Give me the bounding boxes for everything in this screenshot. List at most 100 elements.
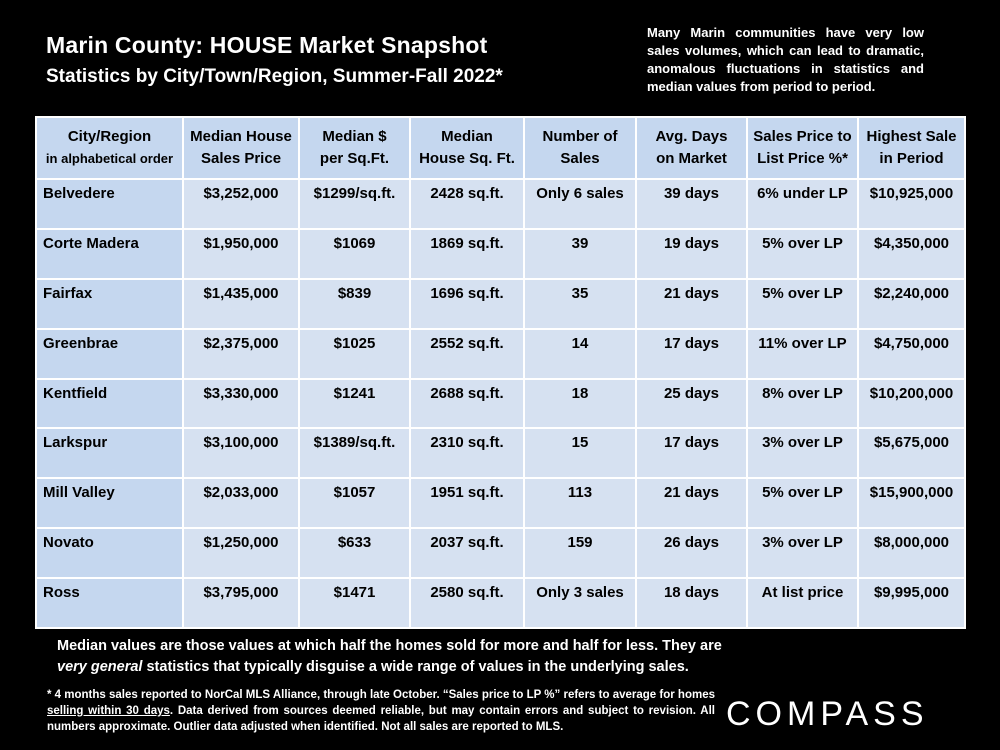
table-cell: 6% under LP — [746, 178, 859, 230]
column-header-line1: City/Region — [67, 128, 152, 145]
table-cell: $15,900,000 — [857, 477, 966, 530]
table-cell: $2,240,000 — [857, 277, 966, 330]
table-cell: At list price — [746, 577, 859, 629]
column-header-line2: House Sq. Ft. — [419, 150, 515, 167]
table-cell: 39 days — [635, 178, 748, 230]
column-header: Sales Price to List Price %* — [746, 116, 859, 180]
column-header-line2: on Market — [656, 150, 727, 167]
column-header-line1: Sales Price to — [753, 128, 852, 145]
table-cell: $1471 — [298, 577, 411, 629]
column-header-line2: Sales Price — [200, 150, 282, 167]
footnote: * 4 months sales reported to NorCal MLS … — [47, 687, 715, 735]
table-cell: 1869 sq.ft. — [409, 227, 525, 280]
table-row: Kentfield $3,330,000 $1241 2688 sq.ft. 18 25 … — [35, 377, 966, 430]
table-cell: 21 days — [635, 277, 748, 330]
table-cell: $1,435,000 — [182, 277, 300, 330]
city-name-cell: Mill Valley — [35, 477, 184, 530]
table-cell: 3% over LP — [746, 427, 859, 480]
table-cell: $1057 — [298, 477, 411, 530]
table-cell: $1389/sq.ft. — [298, 427, 411, 480]
median-note-text-end: statistics that typically disguise a wid… — [142, 659, 689, 675]
table-cell: 2037 sq.ft. — [409, 527, 525, 579]
table-cell: $1,250,000 — [182, 527, 300, 579]
table-cell: 1951 sq.ft. — [409, 477, 525, 530]
column-header-line2: List Price %* — [757, 150, 848, 167]
table-cell: $3,795,000 — [182, 577, 300, 629]
column-header: Median House Sq. Ft. — [409, 116, 525, 180]
city-name-cell: Greenbrae — [35, 327, 184, 380]
column-header-line1: Median $ — [322, 128, 387, 145]
table-cell: $1241 — [298, 377, 411, 430]
table-cell: $2,375,000 — [182, 327, 300, 380]
city-name-cell: Belvedere — [35, 178, 184, 230]
table-cell: $4,350,000 — [857, 227, 966, 280]
volume-disclaimer: Many Marin communities have very low sal… — [647, 25, 924, 94]
column-header: Avg. Days on Market — [635, 116, 748, 180]
table-cell: 5% over LP — [746, 477, 859, 530]
table-cell: 1696 sq.ft. — [409, 277, 525, 330]
table-cell: $8,000,000 — [857, 527, 966, 579]
table-cell: 18 days — [635, 577, 748, 629]
column-header-line2: in Period — [879, 150, 944, 167]
column-header-line1: Number of — [542, 128, 618, 145]
table-row: Novato $1,250,000 $633 2037 sq.ft. 159 26 day… — [35, 527, 966, 579]
table-cell: 2310 sq.ft. — [409, 427, 525, 480]
table-cell: 2552 sq.ft. — [409, 327, 525, 380]
column-header-line2: per Sq.Ft. — [319, 150, 390, 167]
column-header: City/Region in alphabetical order — [35, 116, 184, 180]
table-header-row: City/Region in alphabetical order Median H… — [35, 116, 966, 180]
city-name-cell: Corte Madera — [35, 227, 184, 280]
table-row: Corte Madera $1,950,000 $1069 1869 sq.ft. 39… — [35, 227, 966, 280]
table-cell: $839 — [298, 277, 411, 330]
table-cell: $2,033,000 — [182, 477, 300, 530]
column-header-line1: Median House — [190, 128, 292, 145]
column-header-line2: Sales — [560, 150, 600, 167]
table-cell: 11% over LP — [746, 327, 859, 380]
table-cell: 113 — [523, 477, 637, 530]
compass-logo: COMPASS — [726, 695, 929, 733]
city-name-cell: Ross — [35, 577, 184, 629]
table-row: Greenbrae $2,375,000 $1025 2552 sq.ft. 14 17 … — [35, 327, 966, 380]
column-header-line1: Avg. Days — [655, 128, 728, 145]
table-cell: 17 days — [635, 427, 748, 480]
table-cell: $10,925,000 — [857, 178, 966, 230]
table-cell: 2580 sq.ft. — [409, 577, 525, 629]
table-cell: $10,200,000 — [857, 377, 966, 430]
city-name-cell: Larkspur — [35, 427, 184, 480]
table-cell: $3,252,000 — [182, 178, 300, 230]
city-name-cell: Kentfield — [35, 377, 184, 430]
column-header-line1: Median — [441, 128, 493, 145]
table-cell: 17 days — [635, 327, 748, 380]
table-row: Mill Valley $2,033,000 $1057 1951 sq.ft. 113… — [35, 477, 966, 530]
column-header: Highest Sale in Period — [857, 116, 966, 180]
city-name-cell: Fairfax — [35, 277, 184, 330]
table-cell: 19 days — [635, 227, 748, 280]
table-cell: 5% over LP — [746, 277, 859, 330]
table-cell: 15 — [523, 427, 637, 480]
city-name-cell: Novato — [35, 527, 184, 579]
footnote-underlined: selling within 30 days — [47, 705, 170, 717]
column-header: Median House Sales Price — [182, 116, 300, 180]
table-cell: $9,995,000 — [857, 577, 966, 629]
median-note-text: Median values are those values at which … — [57, 638, 722, 654]
column-header-line1: Highest Sale — [866, 128, 957, 145]
table-cell: $1025 — [298, 327, 411, 380]
table-cell: $3,330,000 — [182, 377, 300, 430]
table-cell: $5,675,000 — [857, 427, 966, 480]
table-body: Belvedere $3,252,000 $1299/sq.ft. 2428 sq.f… — [35, 178, 966, 629]
table-cell: 25 days — [635, 377, 748, 430]
page-title: Marin County: HOUSE Market Snapshot — [46, 32, 488, 58]
table-row: Fairfax $1,435,000 $839 1696 sq.ft. 35 21 day… — [35, 277, 966, 330]
table-cell: 39 — [523, 227, 637, 280]
table-row: Belvedere $3,252,000 $1299/sq.ft. 2428 sq.f… — [35, 178, 966, 230]
median-explanation: Median values are those values at which … — [57, 636, 737, 678]
table-cell: $1,950,000 — [182, 227, 300, 280]
market-stats-table: City/Region in alphabetical order Median H… — [35, 116, 966, 629]
table-cell: 5% over LP — [746, 227, 859, 280]
table-cell: $1299/sq.ft. — [298, 178, 411, 230]
table-cell: $633 — [298, 527, 411, 579]
table-cell: 14 — [523, 327, 637, 380]
table-cell: $4,750,000 — [857, 327, 966, 380]
column-header: Number of Sales — [523, 116, 637, 180]
footnote-text: * 4 months sales reported to NorCal MLS … — [47, 689, 715, 701]
